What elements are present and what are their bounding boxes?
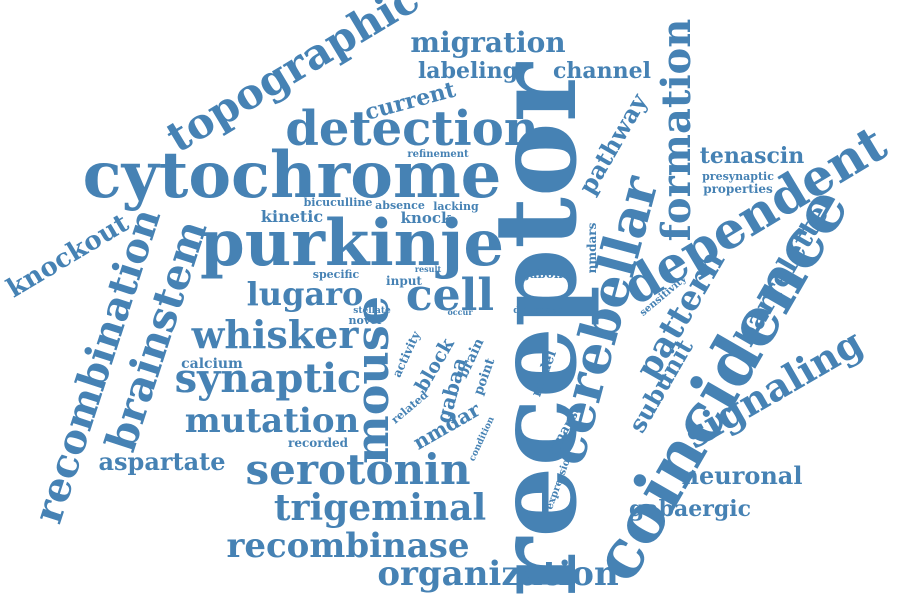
word-specific: specific	[313, 268, 360, 281]
word-aspartate: aspartate	[98, 447, 225, 476]
word-cell: cell	[406, 270, 494, 321]
word-novel: novel	[349, 314, 382, 327]
word-detection: detection	[285, 101, 538, 157]
word-whisker: whisker	[191, 312, 360, 357]
word-neuronal: neuronal	[682, 461, 803, 490]
word-recorded: recorded	[288, 436, 349, 450]
word-absence: absence	[375, 199, 425, 212]
word-nmdars: nmdars	[585, 222, 599, 273]
word-kinetic: kinetic	[261, 207, 323, 226]
word-input: input	[386, 274, 422, 288]
word-synaptic: synaptic	[175, 355, 362, 402]
word-result: result	[415, 264, 442, 274]
word-calcium: calcium	[181, 356, 243, 372]
word-stellate: stellate	[353, 306, 391, 316]
word-mutation: mutation	[185, 401, 359, 441]
word-cytochrome: cytochrome	[83, 138, 502, 213]
word-recombinase: recombinase	[226, 526, 469, 566]
word-organization: organization	[377, 554, 618, 594]
word-tenascin: tenascin	[700, 143, 805, 169]
word-receptor: receptor	[471, 61, 602, 596]
word-purkinje: purkinje	[200, 206, 504, 281]
word-properties: properties	[703, 182, 773, 196]
word-drive: drive	[513, 306, 539, 316]
word-labeling: labeling	[418, 58, 518, 84]
word-bicuculline: bicuculline	[304, 196, 373, 209]
word-knock: knock	[401, 209, 452, 227]
word-presynaptic: presynaptic	[702, 170, 774, 183]
word-basket: basket	[533, 306, 567, 316]
word-gabaergic: gabaergic	[629, 496, 751, 522]
word-channel: channel	[553, 58, 651, 84]
word-occur: occur	[447, 307, 473, 317]
word-lugaro: lugaro	[247, 275, 364, 313]
word-refinement: refinement	[407, 149, 469, 160]
word-serotonin: serotonin	[246, 445, 471, 494]
word-gabon: gabon	[521, 267, 563, 281]
word-migration: migration	[410, 26, 565, 59]
word-formation: formation	[653, 19, 700, 242]
word-lacking: lacking	[433, 200, 479, 213]
word-mouse: mouse	[345, 296, 399, 464]
word-trigeminal: trigeminal	[274, 487, 486, 529]
